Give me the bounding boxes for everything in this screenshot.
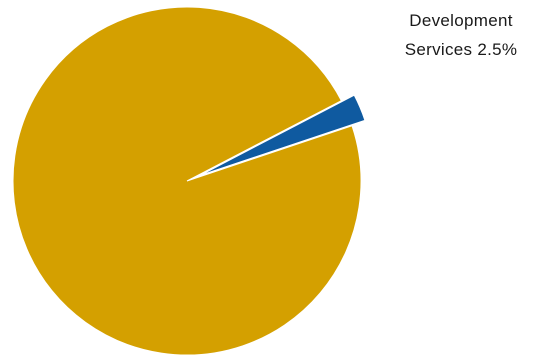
slice-label-line2: Services 2.5%: [404, 40, 518, 59]
pie-slice-other: [12, 6, 362, 356]
slice-label-line1: Development: [409, 11, 513, 30]
slice-label-development-services: Development Services 2.5%: [386, 6, 536, 64]
pie-slice-development-services: [199, 94, 366, 177]
